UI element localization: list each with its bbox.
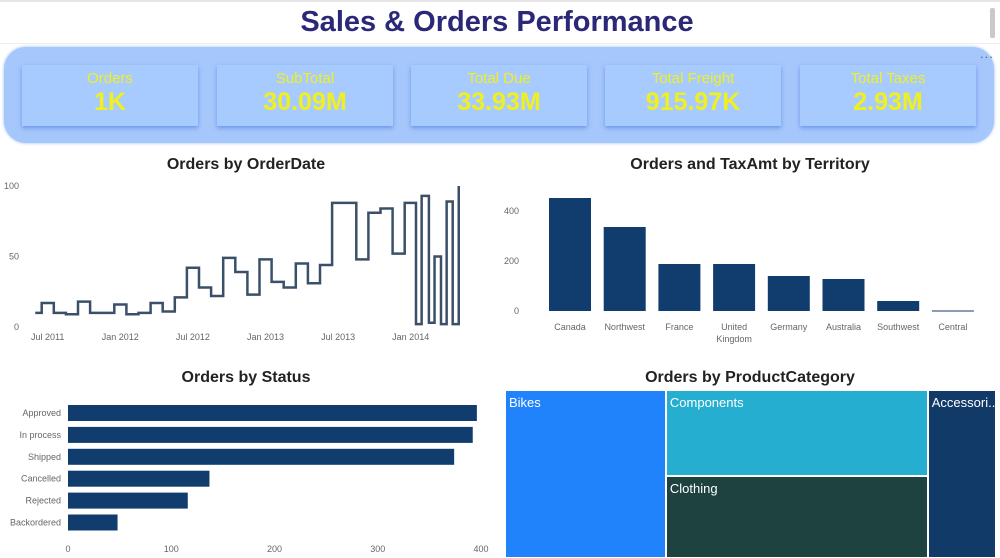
- y-tick-label: In process: [19, 430, 61, 440]
- y-tick-label: Shipped: [28, 452, 61, 462]
- bar-united-kingdom: [713, 264, 756, 311]
- chart-title-status: Orders by Status: [181, 369, 311, 386]
- bar-rejected: [68, 492, 188, 509]
- x-tick-label: Southwest: [877, 322, 920, 332]
- kpi-card-total-due: Total Due 33.93M: [411, 65, 587, 126]
- y-tick-label: Approved: [22, 408, 61, 418]
- bar-canada: [549, 198, 591, 311]
- y-tick-label: Cancelled: [21, 474, 61, 484]
- treemap-tile-accessori[interactable]: Accessori...: [927, 390, 996, 558]
- x-tick-label: United: [721, 322, 747, 332]
- x-tick-label: Jul 2013: [321, 332, 355, 342]
- x-tick-label: Jan 2012: [102, 332, 139, 342]
- kpi-card-subtotal: SubTotal 30.09M: [217, 65, 393, 126]
- kpi-panel: Orders 1K SubTotal 30.09M Total Due 33.93M …: [4, 47, 994, 143]
- treemap-tile-components[interactable]: Components: [665, 390, 928, 477]
- x-tick-label: 200: [267, 544, 282, 554]
- kpi-card-orders: Orders 1K: [22, 65, 198, 126]
- tile-label: Components: [669, 395, 744, 410]
- y-tick-label: Backordered: [10, 518, 61, 528]
- x-tick-label: 400: [473, 544, 488, 554]
- scrollbar[interactable]: [990, 8, 995, 38]
- y-tick-label: 200: [504, 256, 519, 266]
- bar-in-process: [68, 426, 473, 443]
- x-tick-label: France: [665, 322, 693, 332]
- kpi-card-total-freight: Total Freight 915.97K: [605, 65, 781, 126]
- x-tick-label: Jan 2013: [247, 332, 284, 342]
- orders-line: [35, 186, 460, 326]
- y-tick-label: 100: [4, 181, 19, 191]
- kpi-value: 2.93M: [853, 88, 923, 116]
- bar-approved: [68, 405, 477, 421]
- bar-shipped: [68, 448, 455, 465]
- title-bar: Sales & Orders Performance: [0, 0, 1000, 44]
- chart-title-orders-by-date: Orders by OrderDate: [166, 156, 326, 173]
- y-tick-label: 400: [504, 206, 519, 216]
- tile-label: Accessori...: [931, 395, 996, 410]
- bar-cancelled: [68, 470, 210, 487]
- kpi-value: 30.09M: [263, 88, 347, 116]
- kpi-card-total-taxes: Total Taxes 2.93M: [800, 65, 976, 126]
- page-title: Sales & Orders Performance: [300, 6, 694, 38]
- x-tick-label: Canada: [554, 322, 586, 332]
- kpi-value: 33.93M: [457, 88, 541, 116]
- kpi-label: SubTotal: [275, 70, 335, 87]
- x-tick-label: 300: [370, 544, 385, 554]
- x-tick-label: Australia: [826, 322, 861, 332]
- kpi-value: 1K: [94, 88, 126, 116]
- chart-title-territory: Orders and TaxAmt by Territory: [630, 156, 870, 173]
- x-tick-label: Jul 2011: [31, 332, 64, 342]
- kpi-label: Total Due: [467, 70, 531, 87]
- bar-france: [658, 264, 701, 311]
- bar-central: [931, 310, 974, 312]
- x-tick-label: Kingdom: [716, 334, 752, 344]
- treemap-tile-clothing[interactable]: Clothing: [665, 476, 928, 558]
- kpi-label: Orders: [87, 70, 133, 87]
- treemap-tile-bikes[interactable]: Bikes: [505, 390, 666, 558]
- x-tick-label: 100: [164, 544, 179, 554]
- x-tick-label: Jul 2012: [176, 332, 210, 342]
- bar-germany: [767, 276, 810, 311]
- bar-australia: [822, 279, 865, 311]
- y-tick-label: 50: [9, 252, 19, 262]
- bar-northwest: [603, 227, 646, 311]
- y-tick-label: 0: [514, 306, 519, 316]
- x-tick-label: 0: [65, 544, 70, 554]
- bar-southwest: [877, 301, 920, 311]
- tile-label: Clothing: [669, 481, 718, 497]
- y-tick-label: 0: [14, 322, 19, 332]
- chart-title-product-category: Orders by ProductCategory: [645, 369, 855, 386]
- kpi-label: Total Taxes: [850, 70, 926, 87]
- x-tick-label: Germany: [770, 322, 808, 332]
- kpi-label: Total Freight: [651, 70, 735, 87]
- x-tick-label: Central: [938, 322, 967, 332]
- kpi-value: 915.97K: [645, 88, 741, 116]
- bar-backordered: [68, 514, 118, 531]
- x-tick-label: Jan 2014: [392, 332, 429, 342]
- y-tick-label: Rejected: [25, 496, 61, 506]
- more-options-icon[interactable]: ...: [980, 46, 994, 61]
- x-tick-label: Northwest: [604, 322, 645, 332]
- tile-label: Bikes: [509, 395, 541, 410]
